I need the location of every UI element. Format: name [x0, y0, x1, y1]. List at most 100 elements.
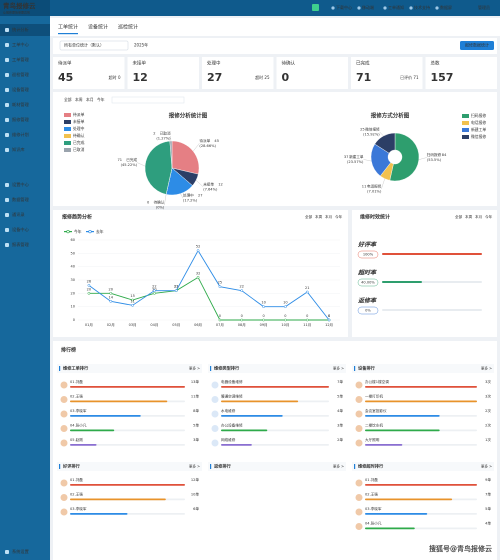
- menu-icon: [5, 213, 9, 217]
- period-option[interactable]: 今年: [335, 214, 343, 219]
- period-option[interactable]: 本月: [86, 97, 94, 102]
- board-more[interactable]: 更多 >: [189, 366, 200, 371]
- nav-icon: [331, 6, 335, 10]
- nav-link[interactable]: 数据屏: [440, 4, 452, 10]
- board-more[interactable]: 更多 >: [481, 366, 492, 371]
- rank-name: 01.刘磊: [365, 477, 378, 482]
- rank-value: 8单: [193, 408, 199, 413]
- kpi-label: 待确认: [282, 60, 296, 67]
- rank-bar: [221, 386, 329, 388]
- tab[interactable]: 设备统计: [88, 24, 108, 31]
- user-name[interactable]: 管理员: [478, 4, 490, 10]
- period-option[interactable]: 全部: [305, 214, 313, 219]
- tab[interactable]: 巡检统计: [118, 24, 138, 31]
- board-more[interactable]: 更多 >: [333, 366, 344, 371]
- rank-bar: [365, 444, 403, 446]
- menu-item[interactable]: 报表管理: [12, 241, 30, 248]
- menu-icon: [5, 243, 9, 247]
- sidebar: [0, 16, 50, 560]
- kpi-value: 157: [431, 71, 454, 84]
- line-point: [284, 305, 287, 309]
- menu-icon: [5, 43, 9, 47]
- period-option[interactable]: 本周: [75, 97, 83, 102]
- menu-item[interactable]: 数据管理: [12, 196, 30, 203]
- menu-icon: [5, 73, 9, 77]
- rank-bar: [365, 513, 428, 515]
- menu-item[interactable]: 耗材管理: [12, 101, 30, 108]
- board-title: 返修排行: [214, 463, 232, 470]
- board-head: [208, 364, 346, 373]
- filter-strip: [53, 38, 497, 54]
- x-tick-label: 02月: [107, 322, 115, 327]
- rank-bar: [70, 400, 168, 403]
- period-option[interactable]: 今年: [485, 214, 493, 219]
- y-tick-label: 0: [73, 318, 75, 322]
- tab[interactable]: 工单统计: [58, 24, 78, 31]
- slice-value: 2: [153, 132, 155, 136]
- nav-icon: [435, 6, 439, 10]
- menu-icon: [5, 148, 9, 152]
- period-option[interactable]: 全部: [64, 97, 72, 102]
- period-option[interactable]: 本周: [315, 214, 323, 219]
- avatar: [60, 381, 68, 389]
- rank-value: 5单: [337, 394, 343, 399]
- slice-percent: (7.01%): [367, 189, 382, 193]
- menu-item[interactable]: 设置中心: [12, 181, 30, 188]
- avatar: [60, 396, 68, 403]
- board-more[interactable]: 更多 >: [333, 464, 344, 469]
- menu-item[interactable]: 设备中心: [12, 226, 30, 233]
- rank-bar: [365, 415, 440, 417]
- y-tick-label: 10: [71, 305, 75, 309]
- menu-item[interactable]: 系统设置: [12, 548, 29, 555]
- menu-item[interactable]: 设备管理: [12, 86, 30, 93]
- y-tick-label: 20: [71, 291, 75, 295]
- menu-item[interactable]: 工单中心: [12, 41, 30, 48]
- slice-percent: (45.22%): [121, 163, 138, 167]
- nav-link[interactable]: 下载中心: [336, 4, 352, 10]
- menu-item[interactable]: 统计分析: [12, 26, 29, 33]
- slice-label: 待确认: [154, 200, 165, 205]
- menu-item[interactable]: 通讯录: [12, 211, 25, 218]
- rank-value: 2次: [485, 408, 491, 413]
- legend-label: 已完成: [73, 140, 85, 145]
- menu-item[interactable]: 知识库: [12, 146, 25, 153]
- avatar: [60, 410, 68, 418]
- rank-bar: [70, 429, 115, 432]
- board-more[interactable]: 更多 >: [481, 464, 492, 469]
- point-label: 10: [261, 301, 265, 305]
- line-point: [240, 289, 244, 293]
- point-label: 14: [109, 295, 114, 299]
- nav-link[interactable]: 技术支持: [414, 4, 430, 10]
- export-button-text[interactable]: 报修数据统计: [465, 42, 489, 48]
- period-option[interactable]: 本月: [325, 214, 332, 219]
- point-label: 0: [328, 314, 330, 318]
- legend-label: 待派单: [73, 112, 85, 117]
- search-box: [111, 96, 185, 104]
- x-tick-label: 04月: [150, 322, 158, 327]
- menu-item[interactable]: 巡检管理: [12, 71, 30, 78]
- legend-label: 新建工单: [471, 127, 486, 132]
- menu-item[interactable]: 工单管理: [12, 56, 30, 63]
- period-option[interactable]: 本月: [475, 214, 482, 219]
- line-point: [218, 285, 222, 289]
- period-option[interactable]: 今年: [97, 97, 105, 102]
- menu-icon: [5, 103, 9, 107]
- point-label: 10: [283, 301, 287, 305]
- board-more[interactable]: 更多 >: [189, 464, 200, 469]
- rank-name: 暖通空调维修: [221, 394, 243, 399]
- rank-value: 11单: [191, 394, 200, 399]
- label-leader: [363, 159, 372, 162]
- slice-percent: (53.5%): [427, 158, 442, 162]
- nav-link[interactable]: 移动端: [362, 4, 374, 10]
- period-option[interactable]: 全部: [455, 214, 463, 219]
- year-select[interactable]: 2025年: [134, 42, 148, 48]
- menu-item[interactable]: 维修计划: [12, 131, 29, 138]
- menu-item[interactable]: 报修管理: [12, 116, 30, 123]
- period-option[interactable]: 本周: [465, 214, 473, 219]
- nav-link[interactable]: 工单通知: [388, 4, 404, 10]
- x-tick-label: 07月: [216, 322, 224, 327]
- rank-value: 9单: [485, 477, 491, 482]
- unit-select-text[interactable]: 所有单位统计（默认）: [64, 42, 104, 48]
- line-point: [305, 318, 309, 322]
